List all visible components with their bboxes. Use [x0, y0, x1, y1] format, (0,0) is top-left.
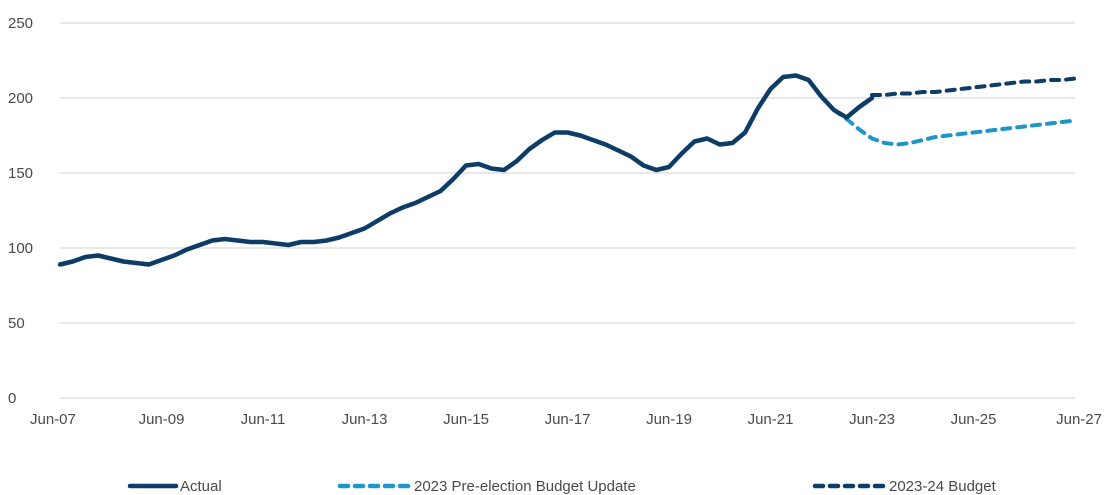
series-line-budget	[870, 76, 1077, 97]
legend-label: 2023-24 Budget	[889, 478, 997, 495]
x-tick-label: Jun-07	[30, 411, 76, 428]
y-axis-labels: 0 50 100 150 200 250	[8, 15, 33, 407]
x-tick-label: Jun-27	[1056, 411, 1102, 428]
legend-label: 2023 Pre-election Budget Update	[414, 478, 636, 495]
series-lines	[57, 73, 1077, 267]
legend-item-budget: 2023-24 Budget	[812, 478, 997, 495]
x-tick-label: Jun-11	[241, 411, 286, 428]
legend-item-actual: Actual	[127, 478, 222, 495]
x-tick-label: Jun-25	[951, 411, 997, 428]
legend-item-pebu: 2023 Pre-election Budget Update	[337, 478, 636, 495]
x-tick-label: Jun-15	[443, 411, 489, 428]
series-line-actual	[57, 73, 875, 267]
series-line-pebu	[831, 108, 1077, 147]
x-tick-label: Jun-21	[748, 411, 794, 428]
legend: Actual 2023 Pre-election Budget Update 202…	[127, 478, 997, 495]
x-axis-labels: Jun-07 Jun-09 Jun-11 Jun-13 Jun-15 Jun-17 Jun-…	[30, 411, 1102, 428]
y-tick-label: 0	[8, 390, 16, 407]
x-tick-label: Jun-19	[646, 411, 692, 428]
x-tick-label: Jun-23	[849, 411, 895, 428]
y-tick-label: 100	[8, 240, 33, 257]
x-tick-label: Jun-17	[545, 411, 591, 428]
x-tick-label: Jun-09	[139, 411, 185, 428]
y-tick-label: 250	[8, 15, 33, 32]
gridlines	[60, 22, 1075, 399]
y-tick-label: 200	[8, 90, 33, 107]
y-tick-label: 150	[8, 165, 33, 182]
x-tick-label: Jun-13	[342, 411, 388, 428]
y-tick-label: 50	[8, 315, 25, 332]
legend-label: Actual	[180, 478, 222, 495]
